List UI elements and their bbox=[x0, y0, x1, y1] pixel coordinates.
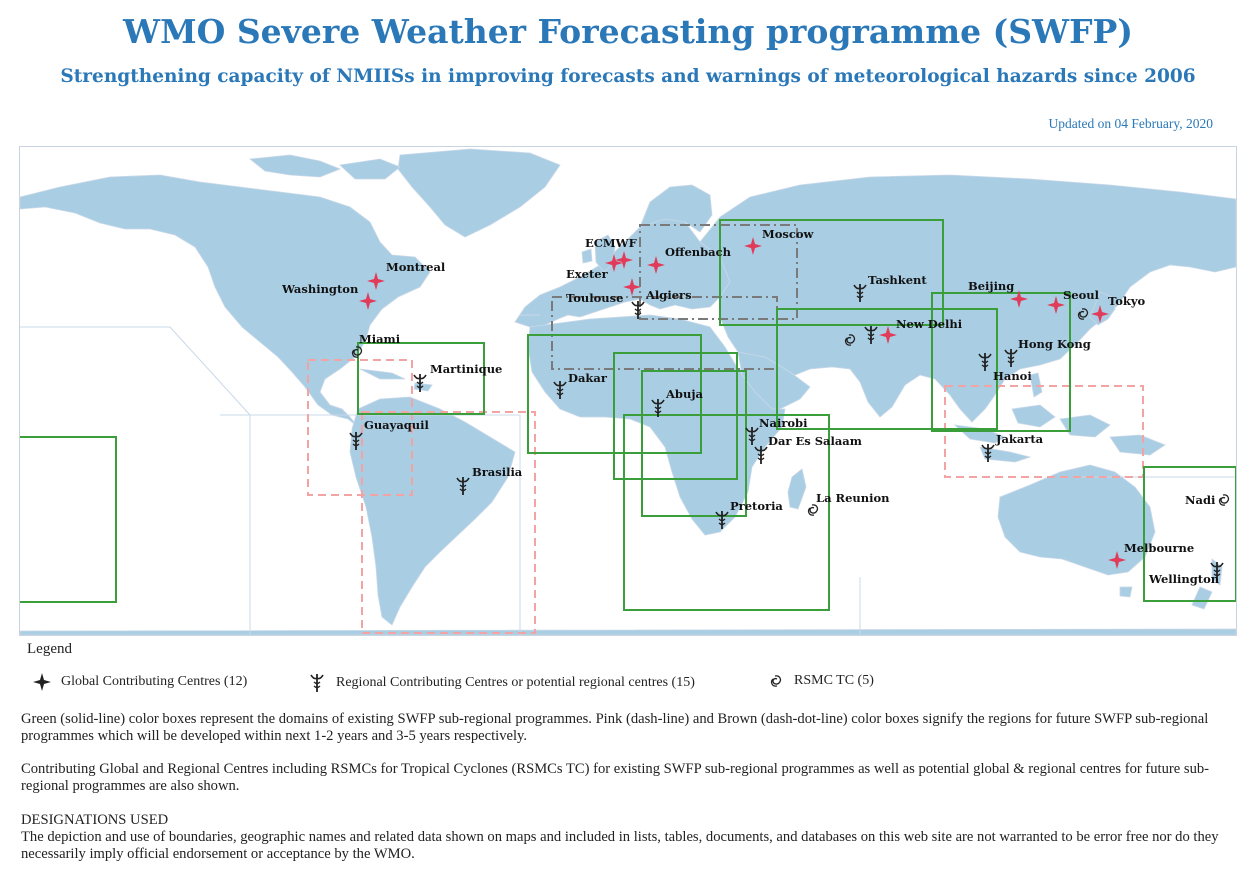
label-jakarta: Jakarta bbox=[995, 432, 1044, 446]
label-seoul: Seoul bbox=[1063, 288, 1100, 302]
label-dar-es-salaam: Dar Es Salaam bbox=[768, 434, 862, 448]
label-toulouse: Toulouse bbox=[566, 291, 623, 305]
legend-global: Global Contributing Centres (12) bbox=[33, 673, 247, 691]
designations-title: DESIGNATIONS USED bbox=[21, 812, 169, 828]
caduceus-icon bbox=[310, 674, 324, 692]
label-miami: Miami bbox=[359, 332, 401, 346]
label-ecmwf: ECMWF bbox=[585, 236, 638, 250]
cyclone-icon bbox=[770, 675, 782, 687]
note-disclaimer: The depiction and use of boundaries, geo… bbox=[21, 829, 1219, 862]
legend-regional: Regional Contributing Centres or potenti… bbox=[308, 673, 695, 693]
label-guayaquil: Guayaquil bbox=[364, 418, 430, 432]
marker-la-reunion bbox=[807, 504, 819, 516]
label-exeter: Exeter bbox=[566, 267, 609, 281]
legend-regional-label: Regional Contributing Centres or potenti… bbox=[336, 675, 695, 690]
star-icon bbox=[33, 673, 51, 691]
label-nairobi: Nairobi bbox=[759, 416, 808, 430]
label-abuja: Abuja bbox=[665, 387, 703, 401]
existing-programme-boxes bbox=[20, 219, 1236, 611]
page-title: WMO Severe Weather Forecasting programme… bbox=[123, 12, 1133, 51]
city-labels: Montreal Washington Miami Martinique Gua… bbox=[281, 227, 1220, 586]
label-moscow: Moscow bbox=[762, 227, 815, 241]
label-tashkent: Tashkent bbox=[868, 273, 927, 287]
label-hanoi: Hanoi bbox=[993, 369, 1032, 383]
label-offenbach: Offenbach bbox=[665, 245, 732, 259]
updated-date: Updated on 04 February, 2020 bbox=[1048, 116, 1213, 131]
legend-title: Legend bbox=[27, 641, 72, 657]
label-nadi: Nadi bbox=[1185, 493, 1216, 507]
legend-global-label: Global Contributing Centres (12) bbox=[61, 674, 248, 689]
label-hong-kong: Hong Kong bbox=[1018, 337, 1091, 351]
label-tokyo: Tokyo bbox=[1108, 294, 1146, 308]
label-new-delhi: New Delhi bbox=[896, 317, 963, 331]
label-martinique: Martinique bbox=[430, 362, 502, 376]
label-la-reunion: La Reunion bbox=[816, 491, 890, 505]
legend-rsmc: RSMC TC (5) bbox=[768, 673, 874, 689]
map-svg: Montreal Washington Miami Martinique Gua… bbox=[20, 148, 1236, 635]
marker-nadi bbox=[1218, 494, 1230, 506]
land-masses bbox=[20, 148, 1236, 635]
legend-rsmc-label: RSMC TC (5) bbox=[794, 673, 874, 688]
label-algiers: Algiers bbox=[645, 288, 692, 302]
label-montreal: Montreal bbox=[386, 260, 446, 274]
future-1-2yr-boxes bbox=[307, 359, 1144, 634]
label-washington: Washington bbox=[281, 282, 359, 296]
label-pretoria: Pretoria bbox=[730, 499, 783, 513]
world-map[interactable]: Montreal Washington Miami Martinique Gua… bbox=[19, 146, 1237, 636]
page-subtitle: Strengthening capacity of NMIISs in impr… bbox=[60, 66, 1196, 87]
label-wellington: Wellington bbox=[1148, 572, 1220, 586]
label-beijing: Beijing bbox=[968, 279, 1014, 293]
label-melbourne: Melbourne bbox=[1124, 541, 1194, 555]
label-brasilia: Brasilia bbox=[472, 465, 523, 479]
note-box-colors: Green (solid-line) color boxes represent… bbox=[21, 711, 1209, 744]
label-dakar: Dakar bbox=[568, 371, 608, 385]
note-centres: Contributing Global and Regional Centres… bbox=[21, 761, 1210, 794]
